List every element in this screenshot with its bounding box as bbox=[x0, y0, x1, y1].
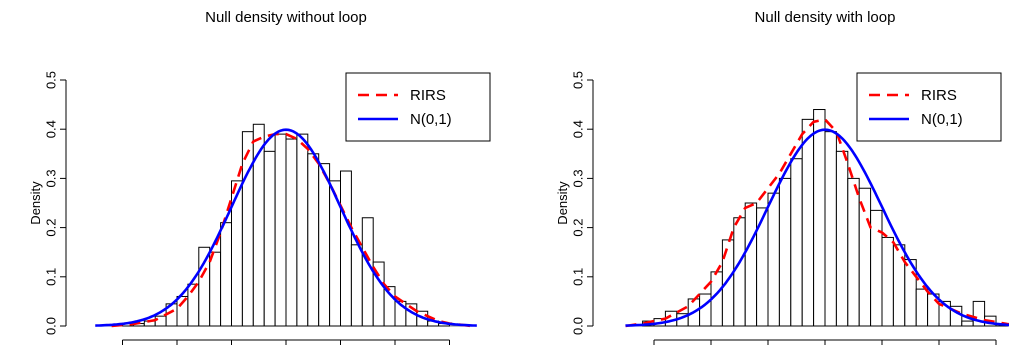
histogram-bar bbox=[870, 209, 883, 327]
series-line-normal bbox=[95, 128, 477, 327]
histogram-bar bbox=[340, 170, 352, 327]
y-tick-label: 0.5 bbox=[43, 71, 58, 89]
histogram-bar bbox=[296, 133, 309, 327]
series-line-rirs bbox=[625, 118, 1009, 328]
histogram-bar bbox=[198, 246, 211, 327]
y-axis-label: Density bbox=[555, 181, 570, 225]
histogram-bar bbox=[767, 192, 780, 327]
histogram-bar bbox=[744, 202, 758, 327]
y-tick-label: 0.4 bbox=[570, 120, 585, 138]
legend-box bbox=[345, 72, 491, 142]
histogram-bar bbox=[778, 177, 792, 327]
y-tick-label: 0.5 bbox=[570, 71, 585, 89]
y-tick-label: 0.1 bbox=[43, 268, 58, 286]
histogram-bar bbox=[858, 187, 872, 327]
histogram-bar bbox=[699, 293, 712, 327]
histogram-bar bbox=[801, 118, 815, 327]
y-tick-label: 0.1 bbox=[570, 268, 585, 286]
y-tick-label: 0.2 bbox=[43, 219, 58, 237]
y-tick-label: 0.4 bbox=[43, 120, 58, 138]
panel-2: Null density with loop Density 0.0 0.1 0.2 0.… bbox=[555, 9, 1009, 345]
panel-1: Null density without loop Density 0.0 0.1 0.… bbox=[28, 9, 491, 345]
legend-label: RIRS bbox=[410, 87, 446, 104]
histogram-bar bbox=[241, 131, 254, 327]
y-tick-label: 0.0 bbox=[570, 317, 585, 335]
histogram-bar bbox=[824, 131, 837, 327]
histogram-bar bbox=[274, 133, 287, 327]
histogram-bar bbox=[285, 138, 298, 327]
histogram-bar bbox=[350, 244, 363, 327]
histogram-bar bbox=[813, 109, 826, 327]
y-tick-label: 0.3 bbox=[570, 169, 585, 187]
legend-label: RIRS bbox=[921, 87, 957, 104]
histogram-bar bbox=[263, 150, 276, 327]
histogram-bar bbox=[307, 153, 320, 327]
y-tick-label: 0.2 bbox=[570, 219, 585, 237]
histogram-bar bbox=[790, 158, 803, 327]
series-line-normal bbox=[625, 128, 1009, 327]
histogram-bar bbox=[835, 150, 849, 327]
legend: RIRS N(0,1) bbox=[345, 72, 491, 142]
y-tick-label: 0.3 bbox=[43, 169, 58, 187]
y-tick-label: 0.0 bbox=[43, 317, 58, 335]
histogram-bar bbox=[847, 177, 860, 327]
histogram-bar bbox=[361, 217, 374, 327]
histogram-bar bbox=[318, 163, 331, 327]
histogram-bar bbox=[733, 217, 746, 327]
y-axis-label: Density bbox=[28, 181, 43, 225]
histogram-bar bbox=[961, 320, 974, 327]
legend: RIRS N(0,1) bbox=[856, 72, 1002, 142]
chart-title: Null density with loop bbox=[755, 9, 896, 26]
histogram-bar bbox=[915, 288, 929, 327]
histogram-bar bbox=[209, 251, 222, 327]
series-line-rirs bbox=[111, 132, 472, 328]
legend-label: N(0,1) bbox=[410, 111, 452, 128]
legend-box bbox=[856, 72, 1002, 142]
histogram-bar bbox=[154, 315, 167, 327]
legend-label: N(0,1) bbox=[921, 111, 963, 128]
chart-title: Null density without loop bbox=[205, 9, 367, 26]
histogram-bar bbox=[220, 222, 233, 327]
histogram-bar bbox=[881, 236, 894, 327]
